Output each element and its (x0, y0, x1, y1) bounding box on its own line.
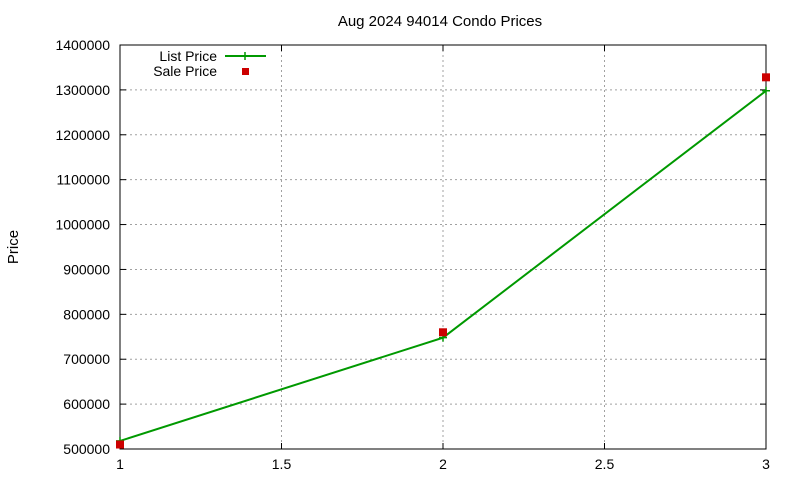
legend-swatch-sale-price (242, 68, 249, 75)
y-tick-label: 500000 (63, 441, 110, 457)
series-layer (116, 73, 770, 449)
x-tick-label: 1.5 (272, 456, 292, 472)
list-price-point (762, 86, 770, 95)
legend-label-sale-price: Sale Price (153, 63, 217, 79)
y-axis-label: Price (5, 230, 22, 264)
legend-marker-list-price (241, 52, 249, 60)
y-axis-ticks: 500000 600000 700000 800000 900000 1000000 110… (55, 37, 766, 457)
y-tick-label: 1200000 (55, 127, 110, 143)
y-tick-label: 1000000 (55, 217, 110, 233)
legend-label-list-price: List Price (159, 48, 217, 64)
x-tick-label: 2 (439, 456, 447, 472)
sale-price-point (439, 328, 447, 337)
y-tick-label: 900000 (63, 261, 110, 277)
legend: List Price Sale Price (153, 48, 266, 79)
y-tick-label: 1300000 (55, 82, 110, 98)
x-tick-label: 2.5 (595, 456, 615, 472)
sale-price-point (116, 440, 124, 449)
grid (120, 45, 766, 449)
y-tick-label: 600000 (63, 396, 110, 412)
sale-price-point (762, 73, 770, 82)
x-tick-label: 3 (762, 456, 770, 472)
x-tick-label: 1 (116, 456, 124, 472)
y-tick-label: 1100000 (57, 172, 111, 188)
y-tick-label: 700000 (63, 351, 110, 367)
chart-title: Aug 2024 94014 Condo Prices (338, 13, 542, 30)
x-axis-ticks: 1 1.5 2 2.5 3 (116, 45, 770, 472)
y-tick-label: 800000 (63, 306, 110, 322)
y-tick-label: 1400000 (55, 37, 110, 53)
